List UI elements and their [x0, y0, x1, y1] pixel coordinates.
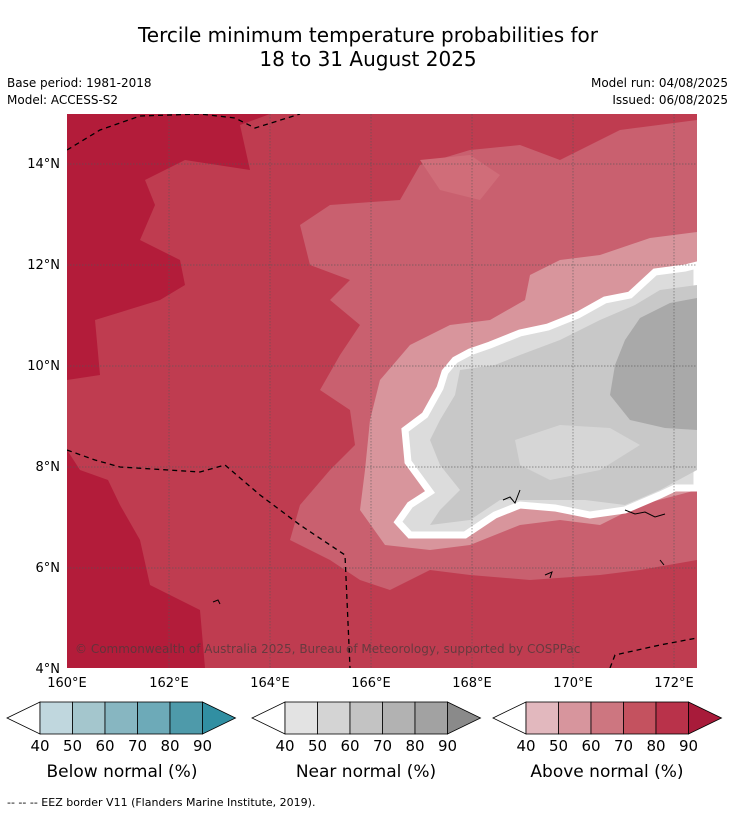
lat-label-4: 4°N: [36, 662, 61, 677]
colorbar-tick-label: 90: [679, 737, 698, 755]
model-run: Model run: 04/08/2025: [590, 76, 728, 90]
colorbar-segment: [169, 701, 203, 735]
lat-label-6: 6°N: [36, 561, 61, 576]
colorbar-tick-label: 40: [275, 737, 294, 755]
eez-footnote: -- -- -- EEZ border V11 (Flanders Marine…: [7, 796, 316, 809]
colorbar-above-label: Above normal (%): [530, 762, 684, 782]
issued-date: Issued: 06/08/2025: [612, 93, 728, 107]
colorbar-segment: [382, 701, 416, 735]
lat-label-12: 12°N: [27, 258, 60, 273]
colorbar-segment: [655, 701, 689, 735]
copyright-notice: © Commonwealth of Australia 2025, Bureau…: [75, 642, 580, 656]
colorbar-max-triangle: [202, 701, 237, 735]
colorbar-tick-label: 40: [30, 737, 49, 755]
colorbar-tick-label: 60: [95, 737, 114, 755]
colorbar-segment: [623, 701, 657, 735]
chart-title-line1: Tercile minimum temperature probabilitie…: [137, 23, 599, 47]
colorbar-min-triangle: [251, 701, 286, 735]
colorbar-segment: [558, 701, 592, 735]
colorbar-segment: [137, 701, 171, 735]
colorbar-tick-label: 80: [160, 737, 179, 755]
colorbar-tick-label: 70: [373, 737, 392, 755]
lat-label-8: 8°N: [36, 460, 61, 475]
colorbar-max-triangle: [447, 701, 482, 735]
colorbar-segment: [317, 701, 351, 735]
lon-label-170: 170°E: [553, 676, 593, 691]
colorbar-max-triangle: [688, 701, 723, 735]
colorbar-tick-label: 90: [438, 737, 457, 755]
colorbar-min-triangle: [492, 701, 527, 735]
colorbar-tick-label: 80: [646, 737, 665, 755]
colorbar-segment: [525, 701, 559, 735]
colorbar-segment: [104, 701, 138, 735]
colorbar-tick-label: 70: [128, 737, 147, 755]
colorbar-tick-label: 80: [405, 737, 424, 755]
colorbar-segment: [349, 701, 383, 735]
colorbar-tick-label: 60: [340, 737, 359, 755]
colorbar-tick-label: 50: [549, 737, 568, 755]
colorbar-near-label: Near normal (%): [295, 762, 437, 782]
lat-label-14: 14°N: [27, 157, 60, 172]
lon-label-168: 168°E: [452, 676, 492, 691]
colorbar-segment: [39, 701, 73, 735]
model-name: Model: ACCESS-S2: [7, 93, 119, 107]
colorbar-segment: [590, 701, 624, 735]
colorbar-segment: [284, 701, 318, 735]
lon-label-166: 166°E: [351, 676, 391, 691]
probability-map: © Commonwealth of Australia 2025, Bureau…: [27, 114, 697, 691]
colorbar-above: 40 50 60 70 80 90: [492, 701, 723, 755]
colorbar-tick-label: 70: [614, 737, 633, 755]
colorbar-below-label: Below normal (%): [46, 762, 198, 782]
colorbar-segment: [72, 701, 106, 735]
colorbar-tick-label: 40: [516, 737, 535, 755]
region-near-70: [610, 298, 697, 430]
colorbar-min-triangle: [6, 701, 41, 735]
colorbar-tick-label: 60: [581, 737, 600, 755]
colorbar-segment: [414, 701, 448, 735]
colorbar-below: 40 50 60 70 80 90: [6, 701, 237, 755]
lon-label-162: 162°E: [149, 676, 189, 691]
chart-title-line2: 18 to 31 August 2025: [259, 47, 477, 71]
colorbar-near: 40 50 60 70 80 90: [251, 701, 482, 755]
lat-label-10: 10°N: [27, 359, 60, 374]
colorbar-tick-label: 50: [63, 737, 82, 755]
lon-label-164: 164°E: [250, 676, 290, 691]
base-period: Base period: 1981-2018: [7, 76, 152, 90]
lon-label-172: 172°E: [654, 676, 694, 691]
colorbar-tick-label: 90: [193, 737, 212, 755]
lon-label-160: 160°E: [47, 676, 87, 691]
eez-border: [67, 114, 697, 668]
colorbar-tick-label: 50: [308, 737, 327, 755]
